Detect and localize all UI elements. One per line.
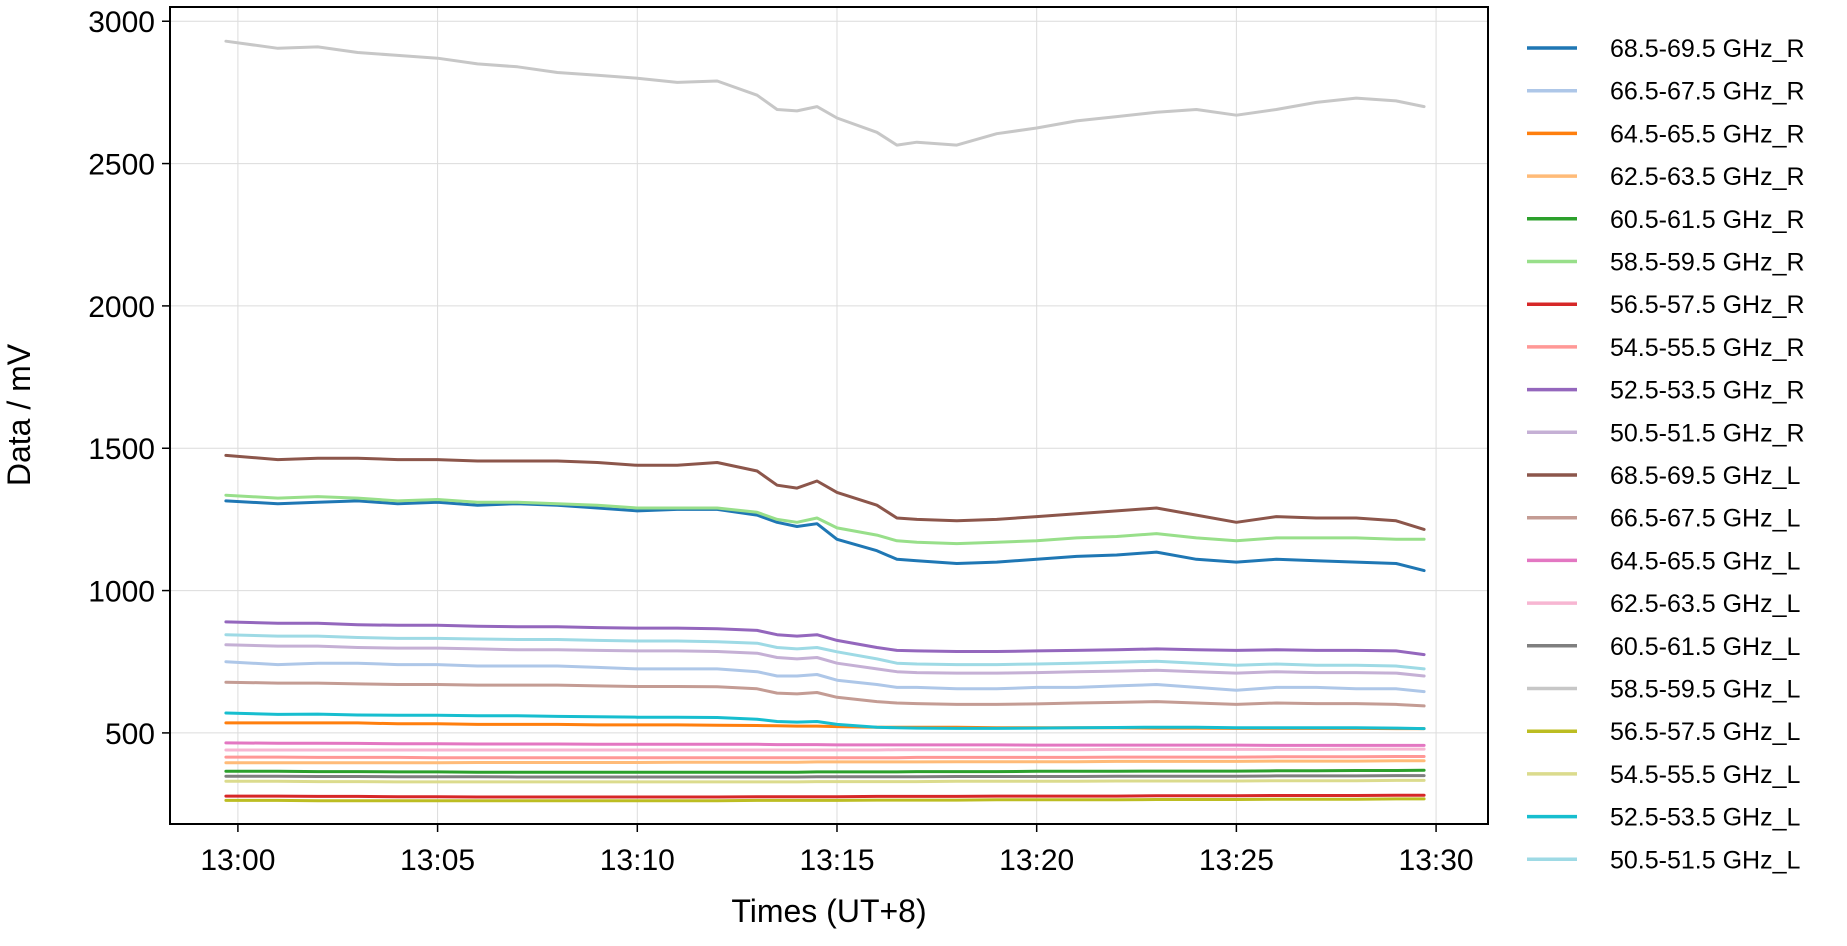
legend-label: 52.5-53.5 GHz_R bbox=[1610, 377, 1805, 405]
x-tick-label: 13:25 bbox=[1199, 844, 1274, 877]
series-line bbox=[224, 711, 1426, 731]
legend: 68.5-69.5 GHz_R 66.5-67.5 GHz_R 64.5-65.5 … bbox=[1527, 35, 1805, 874]
series-line bbox=[224, 755, 1426, 760]
series-line bbox=[224, 759, 1426, 765]
y-tick-label: 2500 bbox=[88, 149, 155, 182]
series-line bbox=[224, 633, 1426, 671]
series-line bbox=[224, 39, 1426, 147]
x-axis-title: Times (UT+8) bbox=[731, 893, 926, 929]
series-line bbox=[224, 778, 1426, 784]
x-tick-label: 13:20 bbox=[999, 844, 1074, 877]
series-line bbox=[224, 774, 1426, 779]
y-tick-label: 1000 bbox=[88, 576, 155, 609]
series-line bbox=[224, 797, 1426, 803]
legend-label: 50.5-51.5 GHz_L bbox=[1610, 846, 1800, 874]
legend-label: 66.5-67.5 GHz_R bbox=[1610, 78, 1805, 106]
y-tick-label: 500 bbox=[105, 718, 155, 751]
legend-label: 54.5-55.5 GHz_R bbox=[1610, 334, 1805, 362]
legend-label: 58.5-59.5 GHz_R bbox=[1610, 249, 1805, 277]
x-tick-label: 13:05 bbox=[400, 844, 475, 877]
y-axis-title: Data / mV bbox=[1, 343, 37, 486]
legend-label: 58.5-59.5 GHz_L bbox=[1610, 676, 1800, 704]
series-lines bbox=[224, 39, 1426, 803]
legend-label: 54.5-55.5 GHz_L bbox=[1610, 761, 1800, 789]
legend-label: 66.5-67.5 GHz_L bbox=[1610, 505, 1800, 533]
series-line bbox=[224, 793, 1426, 799]
legend-label: 60.5-61.5 GHz_L bbox=[1610, 633, 1800, 661]
series-line bbox=[224, 747, 1426, 752]
series-line bbox=[224, 643, 1426, 678]
x-tick-label: 13:10 bbox=[600, 844, 675, 877]
series-line bbox=[224, 660, 1426, 694]
x-tick-label: 13:30 bbox=[1399, 844, 1474, 877]
plot-frame bbox=[169, 6, 1489, 825]
x-tick-label: 13:00 bbox=[200, 844, 275, 877]
legend-label: 62.5-63.5 GHz_R bbox=[1610, 163, 1805, 191]
y-tick-label: 2000 bbox=[88, 291, 155, 324]
series-line bbox=[224, 453, 1426, 531]
y-tick-label: 3000 bbox=[88, 6, 155, 39]
series-line bbox=[224, 620, 1426, 657]
axis-ticks: 13:00 13:05 13:10 13:15 13:20 13:25 13:30 3000 2… bbox=[88, 6, 1473, 877]
legend-label: 64.5-65.5 GHz_R bbox=[1610, 120, 1805, 148]
legend-label: 68.5-69.5 GHz_L bbox=[1610, 462, 1800, 490]
legend-label: 68.5-69.5 GHz_R bbox=[1610, 35, 1805, 63]
series-line bbox=[224, 499, 1426, 573]
legend-label: 50.5-51.5 GHz_R bbox=[1610, 419, 1805, 447]
y-tick-label: 1500 bbox=[88, 433, 155, 466]
legend-label: 64.5-65.5 GHz_L bbox=[1610, 547, 1800, 575]
legend-label: 52.5-53.5 GHz_L bbox=[1610, 804, 1800, 832]
legend-label: 56.5-57.5 GHz_L bbox=[1610, 718, 1800, 746]
legend-label: 56.5-57.5 GHz_R bbox=[1610, 291, 1805, 319]
legend-label: 62.5-63.5 GHz_L bbox=[1610, 590, 1800, 618]
x-tick-label: 13:15 bbox=[799, 844, 874, 877]
series-line bbox=[224, 741, 1426, 747]
grid bbox=[170, 7, 1488, 824]
series-line bbox=[224, 768, 1426, 774]
series-line bbox=[224, 493, 1426, 546]
series-line bbox=[224, 680, 1426, 708]
legend-label: 60.5-61.5 GHz_R bbox=[1610, 206, 1805, 234]
